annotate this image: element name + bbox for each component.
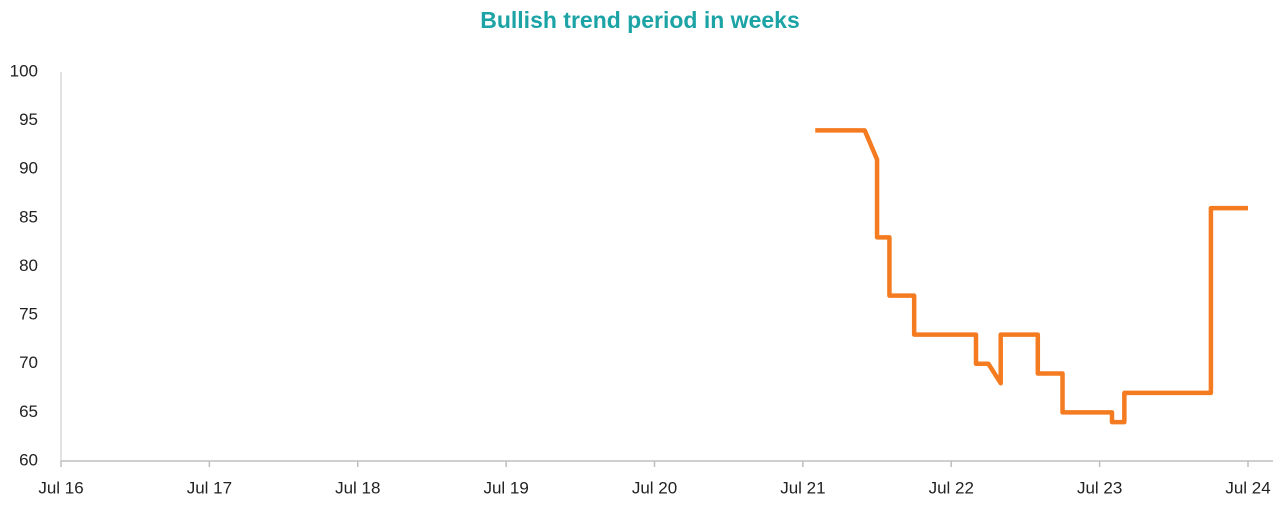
x-tick-label: Jul 23 (1077, 478, 1122, 497)
y-tick-label: 65 (19, 402, 38, 421)
y-tick-label: 80 (19, 256, 38, 275)
x-tick-label: Jul 22 (929, 478, 974, 497)
y-tick-label: 95 (19, 110, 38, 129)
x-tick-label: Jul 16 (38, 478, 83, 497)
x-tick-label: Jul 19 (483, 478, 528, 497)
x-tick-label: Jul 24 (1225, 478, 1270, 497)
x-tick-label: Jul 21 (780, 478, 825, 497)
x-tick-label: Jul 17 (187, 478, 232, 497)
data-line (815, 128, 1248, 425)
y-tick-label: 90 (19, 159, 38, 178)
chart-title: Bullish trend period in weeks (480, 7, 800, 33)
y-tick-label: 85 (19, 207, 38, 226)
x-tick-label: Jul 20 (632, 478, 677, 497)
y-tick-label: 75 (19, 305, 38, 324)
y-tick-label: 100 (10, 61, 38, 80)
y-tick-label: 70 (19, 353, 38, 372)
x-tick-label: Jul 18 (335, 478, 380, 497)
y-tick-label: 60 (19, 450, 38, 469)
